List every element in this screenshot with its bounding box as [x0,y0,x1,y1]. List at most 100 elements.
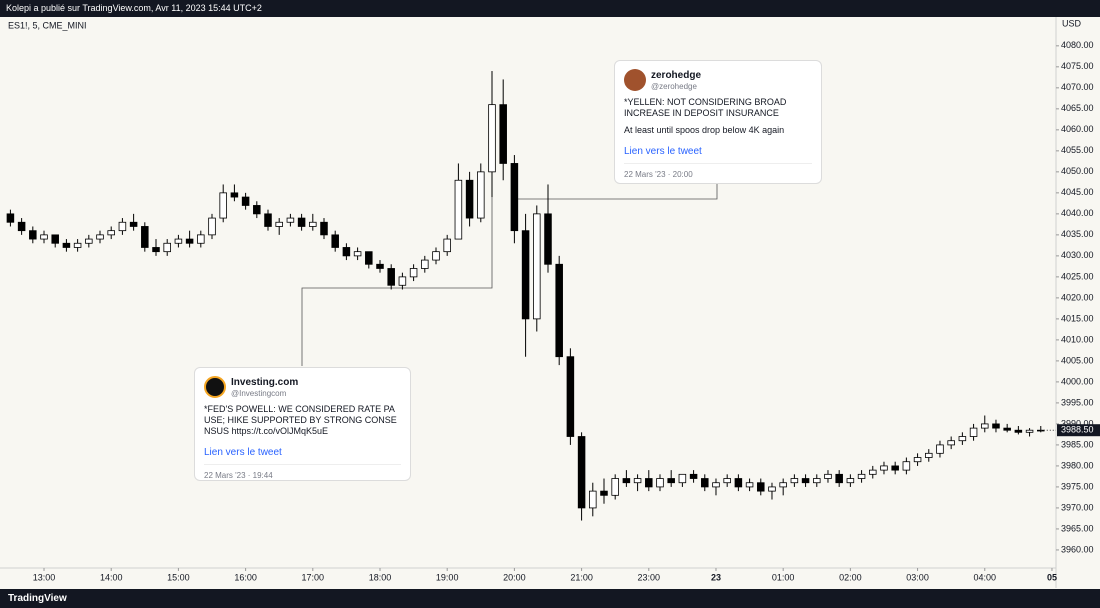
candle-body [824,473,832,479]
x-tick-label: 23 [711,572,721,582]
y-tick-label: 4080.00 [1061,40,1094,50]
tweet-date: 22 Mars '23 · 19:44 [204,464,401,480]
candle-body [320,221,328,236]
candle-body [510,163,519,232]
candle-body [723,478,731,484]
tweet-date: 22 Mars '23 · 20:00 [624,163,812,179]
candle-body [353,251,362,257]
x-tick-label: 17:00 [302,572,325,582]
currency: USD [1062,18,1082,28]
header-text: Kolepi a publié sur TradingView.com, Avr… [6,3,262,13]
y-tick-label: 4065.00 [1061,103,1094,113]
footer: TradingView [0,589,1100,608]
x-tick-label: 04:00 [974,572,997,582]
x-tick-label: 19:00 [436,572,459,582]
y-tick-label: 4010.00 [1061,334,1094,344]
candle-body [577,436,586,509]
y-tick-label: 4050.00 [1061,166,1094,176]
y-tick-label: 4040.00 [1061,208,1094,218]
y-tick-label: 3990.00 [1061,418,1094,428]
candle-body [129,221,138,227]
tweet-link[interactable]: Lien vers le tweet [204,447,282,458]
last-price-label: 3988.50 [1061,425,1094,435]
candle-body [981,423,989,429]
candle-body [925,452,933,458]
candle-body [107,230,115,236]
candle-body [309,221,317,227]
y-tick-label: 3980.00 [1061,460,1094,470]
x-tick-label: 21:00 [570,572,593,582]
candle-body [62,242,71,248]
candle-body [969,427,978,437]
last-price-box [1057,424,1100,437]
candle-body [678,473,687,484]
candle-body [701,478,709,488]
candle-body [163,242,171,253]
candle-body [499,104,507,164]
tweet-text: *YELLEN: NOT CONSIDERING BROAD INCREASE … [624,97,787,118]
candle-body [275,221,283,227]
candle-body [1003,427,1011,431]
candle-body [73,242,82,248]
y-tick-label: 4020.00 [1061,292,1094,302]
y-tick-label: 4055.00 [1061,145,1094,155]
candle-body [622,478,631,484]
candle-body [902,461,911,471]
candle-body [813,478,821,484]
y-tick-label: 4025.00 [1061,271,1094,281]
candle-body [533,213,541,320]
y-tick-label: 4070.00 [1061,82,1094,92]
y-tick-label: 4060.00 [1061,124,1094,134]
candle-body [40,234,48,240]
y-tick-label: 3970.00 [1061,502,1094,512]
x-tick-label: 02:00 [839,572,862,582]
candle-body [645,478,653,488]
candle-body [611,478,619,496]
x-tick-label: 03:00 [906,572,929,582]
author: Investing.com [231,377,299,388]
candle-body [219,192,227,219]
candle-body [757,482,765,492]
candle-body [331,234,339,248]
candle-body [790,478,799,484]
candle-body [85,238,93,244]
candle-body [880,465,888,471]
x-tick-label: 16:00 [234,572,257,582]
candle-body [891,465,899,471]
tweet-link[interactable]: Lien vers le tweet [624,146,702,157]
candle-body [253,205,261,215]
y-tick-label: 4035.00 [1061,229,1094,239]
avatar [624,69,646,91]
candle-body [835,473,843,484]
candle-body [152,247,160,253]
candle-body [734,478,743,488]
candle-body [488,104,496,173]
tweet-card[interactable]: Investing.com @Investingcom *FED'S POWEL… [194,367,411,481]
candle-body [197,234,205,244]
x-tick-label: 14:00 [100,572,123,582]
y-tick-label: 3975.00 [1061,481,1094,491]
candle-body [365,251,373,265]
candle-body [544,213,552,265]
y-tick-label: 4030.00 [1061,250,1094,260]
candle-body [633,478,642,484]
candle-body [566,356,575,437]
candle-body [286,217,295,223]
x-tick-label: 15:00 [167,572,190,582]
candle-body [208,217,216,236]
y-tick-label: 4000.00 [1061,376,1094,386]
candle-body [656,478,664,488]
candle-body [409,268,418,278]
author: zerohedge [651,70,702,81]
candle-body [600,490,608,496]
candle-body [1014,429,1023,433]
y-tick-label: 3965.00 [1061,523,1094,533]
candle-body [141,226,149,248]
tweet-card[interactable]: zerohedge @zerohedge *YELLEN: NOT CONSID… [614,60,822,184]
candle-body [779,482,787,488]
candle-body [667,478,675,484]
candle-body [689,473,698,479]
candle-body [555,263,563,358]
candle-body [6,213,15,223]
